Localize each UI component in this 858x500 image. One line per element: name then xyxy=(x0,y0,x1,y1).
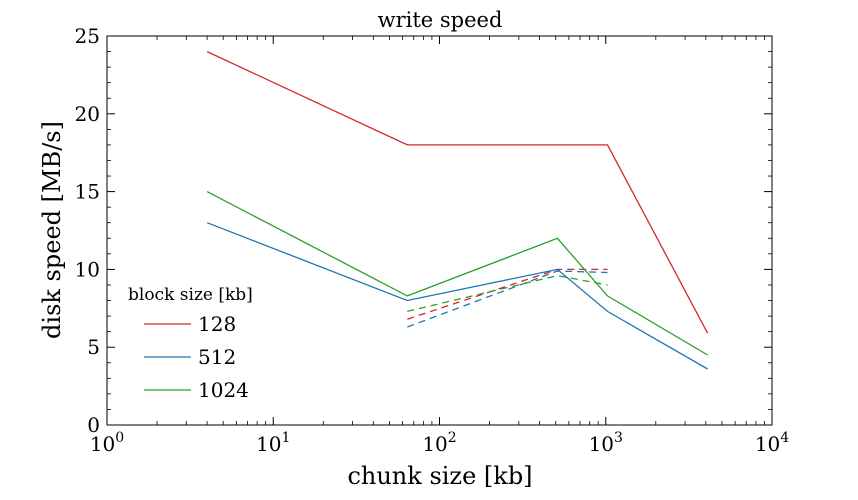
x-tick-labels: 100 101 102 103 104 xyxy=(90,430,789,456)
y-tick-label: 0 xyxy=(87,413,100,437)
y-tick-label: 5 xyxy=(87,335,100,359)
x-tick-label: 103 xyxy=(589,430,623,456)
minor-ticks xyxy=(107,36,772,425)
x-tick-label: 104 xyxy=(755,430,789,456)
dashed-series-line xyxy=(407,274,608,313)
x-tick-label: 100 xyxy=(90,430,124,456)
x-tick-label: 102 xyxy=(422,430,456,456)
y-axis-label: disk speed [MB/s] xyxy=(38,121,66,339)
chart-title: write speed xyxy=(378,8,503,32)
major-ticks xyxy=(106,35,773,426)
dashed-series-line xyxy=(407,270,608,328)
legend-label-512: 512 xyxy=(198,345,236,369)
y-tick-label: 25 xyxy=(75,24,100,48)
series-line-128 xyxy=(206,51,709,334)
y-tick-label: 15 xyxy=(75,180,100,204)
legend: block size [kb] 128 512 1024 xyxy=(128,285,253,402)
series-line-1024 xyxy=(206,191,708,356)
legend-label-128: 128 xyxy=(198,312,236,336)
legend-title: block size [kb] xyxy=(128,285,253,305)
y-tick-labels: 0 5 10 15 20 25 xyxy=(75,24,100,437)
series-layer xyxy=(206,51,709,370)
x-tick-label: 101 xyxy=(256,430,290,456)
y-tick-label: 20 xyxy=(75,102,100,126)
legend-label-1024: 1024 xyxy=(198,378,249,402)
y-tick-label: 10 xyxy=(75,257,100,281)
x-axis-label: chunk size [kb] xyxy=(347,462,532,490)
series-line-512 xyxy=(206,222,708,370)
